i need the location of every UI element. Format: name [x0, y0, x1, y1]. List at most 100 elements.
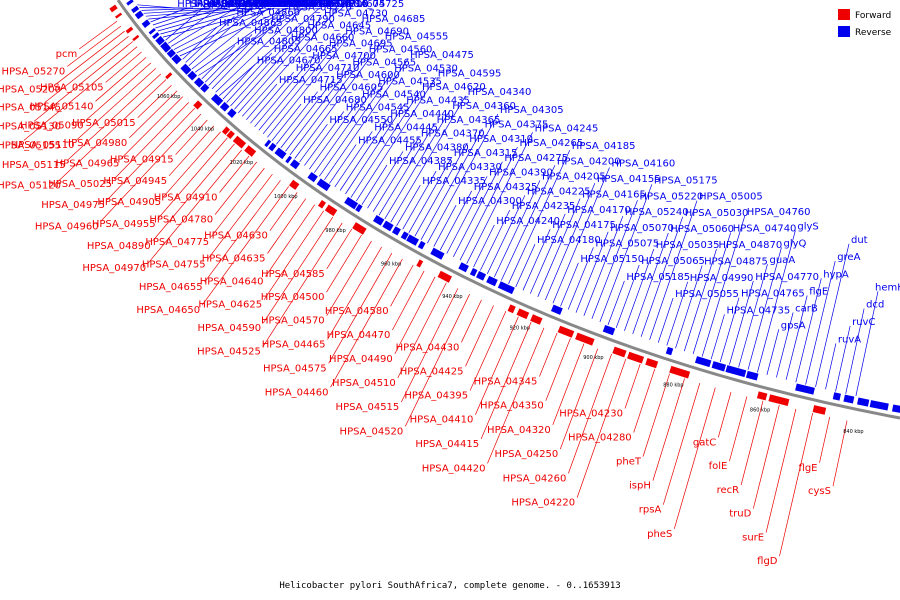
gene-label: HPSA_04810 — [305, 0, 369, 10]
gene-label: HPSA_04975 — [41, 200, 105, 211]
gene-label: HPSA_04320 — [487, 425, 551, 436]
label-connector — [319, 72, 393, 177]
gene-label: HPSA_05005 — [699, 192, 763, 203]
tick-label: 860 kbp — [750, 407, 770, 413]
gene-label: HPSA_04625 — [198, 300, 262, 311]
gene-label: HPSA_04415 — [415, 439, 479, 450]
legend-reverse-swatch — [838, 26, 850, 37]
gene-label: HPSA_04165 — [582, 190, 646, 201]
gene-label: ispH — [629, 481, 651, 492]
gene-label: HPSA_04385 — [389, 156, 453, 167]
gene-feature-55 — [516, 308, 530, 320]
tick-label: 1040 kbp — [191, 127, 215, 133]
gene-feature-32 — [289, 179, 300, 190]
gene-label: HPSA_04410 — [410, 415, 474, 426]
label-connector — [560, 262, 579, 307]
gene-label: HPSA_04260 — [503, 473, 567, 484]
label-connector — [299, 123, 328, 163]
label-connector — [378, 123, 435, 216]
label-connector — [479, 210, 511, 271]
label-connector — [632, 232, 669, 335]
label-connector — [815, 243, 850, 388]
gene-label: HPSA_04275 — [504, 153, 568, 164]
gene-label: HPSA_04960 — [35, 222, 99, 233]
gene-label: HPSA_04630 — [204, 231, 268, 242]
gene-label: HPSA_04970 — [82, 263, 146, 274]
legend-forward-label: Forward — [855, 11, 891, 21]
gene-feature-3 — [131, 5, 140, 14]
gene-label: truD — [729, 509, 751, 520]
gene-label: HPSA_04500 — [261, 292, 325, 303]
label-connector — [168, 7, 219, 44]
label-connector — [329, 144, 357, 184]
label-connector — [599, 184, 653, 323]
label-connector — [175, 119, 208, 155]
label-connector — [400, 288, 459, 403]
gene-label: HPSA_04665 — [274, 44, 338, 55]
gene-feature-33 — [307, 171, 318, 183]
gene-label: HPSA_04700 — [312, 51, 376, 62]
gene-label: HPSA_04245 — [535, 123, 599, 134]
gene-feature-71 — [768, 394, 790, 407]
label-connector — [289, 53, 367, 156]
gene-label: HPSA_04840 — [254, 0, 318, 10]
label-connector — [215, 7, 304, 93]
gene-label: HPSA_04980 — [64, 138, 128, 149]
gene-feature-9 — [152, 32, 160, 40]
label-connector — [113, 102, 189, 180]
gene-label: glyS — [797, 221, 818, 232]
gene-label: HPSA_04380 — [405, 142, 469, 153]
gene-label: HPSA_04695 — [329, 39, 393, 50]
label-connector — [204, 34, 253, 83]
label-connector — [649, 200, 698, 340]
gene-label: cysS — [808, 486, 831, 497]
tick-label: 940 kbp — [442, 294, 462, 300]
gene-label: HPSA_04340 — [468, 87, 532, 98]
gene-label: HPSA_04605 — [320, 83, 384, 94]
gene-label: HPSA_04940 — [248, 0, 312, 10]
label-connector — [222, 64, 256, 100]
gene-label: HPSA_04815 — [256, 0, 320, 10]
gene-feature-30 — [285, 155, 293, 164]
gene-feature-62 — [627, 351, 645, 364]
gene-feature-28 — [268, 142, 277, 152]
label-connector — [855, 291, 879, 397]
gene-label: HPSA_05240 — [625, 207, 689, 218]
label-connector — [795, 278, 822, 383]
gene-label: HPSA_04395 — [404, 391, 468, 402]
gene-label: HPSA_04470 — [327, 330, 391, 341]
label-connector — [254, 59, 311, 128]
label-connector — [207, 173, 273, 260]
gene-feature-47 — [430, 247, 445, 260]
label-connector — [176, 7, 271, 54]
label-connector — [327, 246, 382, 340]
label-connector — [459, 146, 518, 261]
gene-label: HPSA_04475 — [410, 50, 474, 61]
label-connector — [95, 57, 147, 102]
gene-label: HPSA_04310 — [469, 134, 533, 145]
gene-label: HPSA_04335 — [422, 176, 486, 187]
label-connector — [779, 412, 814, 557]
label-connector — [701, 215, 746, 357]
label-connector — [58, 79, 167, 181]
gene-label: HPSA_04955 — [92, 219, 156, 230]
gene-label: HPSA_04595 — [438, 68, 502, 79]
gene-label: pheS — [647, 529, 672, 540]
gene-feature-76 — [857, 397, 870, 407]
label-connector — [537, 198, 581, 297]
label-connector — [394, 276, 436, 355]
gene-feature-70 — [756, 391, 768, 401]
label-connector — [33, 41, 134, 122]
tick-label: 980 kbp — [325, 228, 345, 234]
gene-feature-69 — [745, 370, 759, 381]
label-connector — [396, 185, 421, 226]
gene-label: HPSA_04490 — [329, 354, 393, 365]
gene-label: HPSA_04835 — [271, 0, 335, 10]
label-connector — [330, 258, 403, 388]
gene-feature-1 — [126, 0, 134, 6]
gene-feature-18 — [200, 83, 210, 93]
gene-label: HPSA_04280 — [568, 433, 632, 444]
label-connector — [615, 264, 640, 329]
label-connector — [67, 25, 122, 67]
label-connector — [145, 7, 247, 17]
